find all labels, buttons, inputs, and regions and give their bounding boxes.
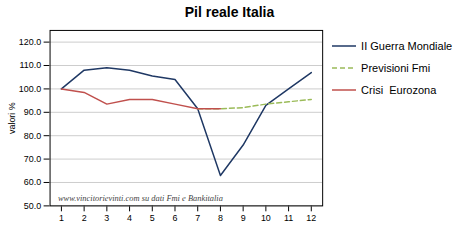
svg-text:3: 3 [104,213,109,223]
svg-text:8: 8 [218,213,223,223]
html-text:Previsioni Fmi: Previsioni Fmi [361,62,431,74]
html-text:Pil reale Italia: Pil reale Italia [184,4,275,20]
html-text:Crisi Eurozona: Crisi Eurozona [361,84,437,96]
svg-text:50.0: 50.0 [24,201,41,211]
svg-text:60.0: 60.0 [24,177,41,187]
svg-text:12: 12 [306,213,316,223]
svg-text:5: 5 [150,213,155,223]
svg-text:4: 4 [127,213,132,223]
svg-text:70.0: 70.0 [24,154,41,164]
svg-text:www.vincitorievinti.com su dat: www.vincitorievinti.com su dati Fmi e Ba… [58,193,223,203]
svg-text:9: 9 [241,213,246,223]
svg-text:120.0: 120.0 [19,37,41,47]
svg-text:110.0: 110.0 [19,60,41,70]
svg-text:6: 6 [173,213,178,223]
svg-text:90.0: 90.0 [24,107,41,117]
svg-text:11: 11 [284,213,293,223]
svg-text:1: 1 [59,213,64,223]
svg-text:80.0: 80.0 [24,131,41,141]
svg-text:100.0: 100.0 [19,84,41,94]
svg-text:10: 10 [261,213,271,223]
svg-text:valori %: valori % [7,102,17,134]
svg-text:2: 2 [82,213,87,223]
svg-text:7: 7 [195,213,200,223]
html-text:II Guerra Mondiale: II Guerra Mondiale [361,40,453,52]
